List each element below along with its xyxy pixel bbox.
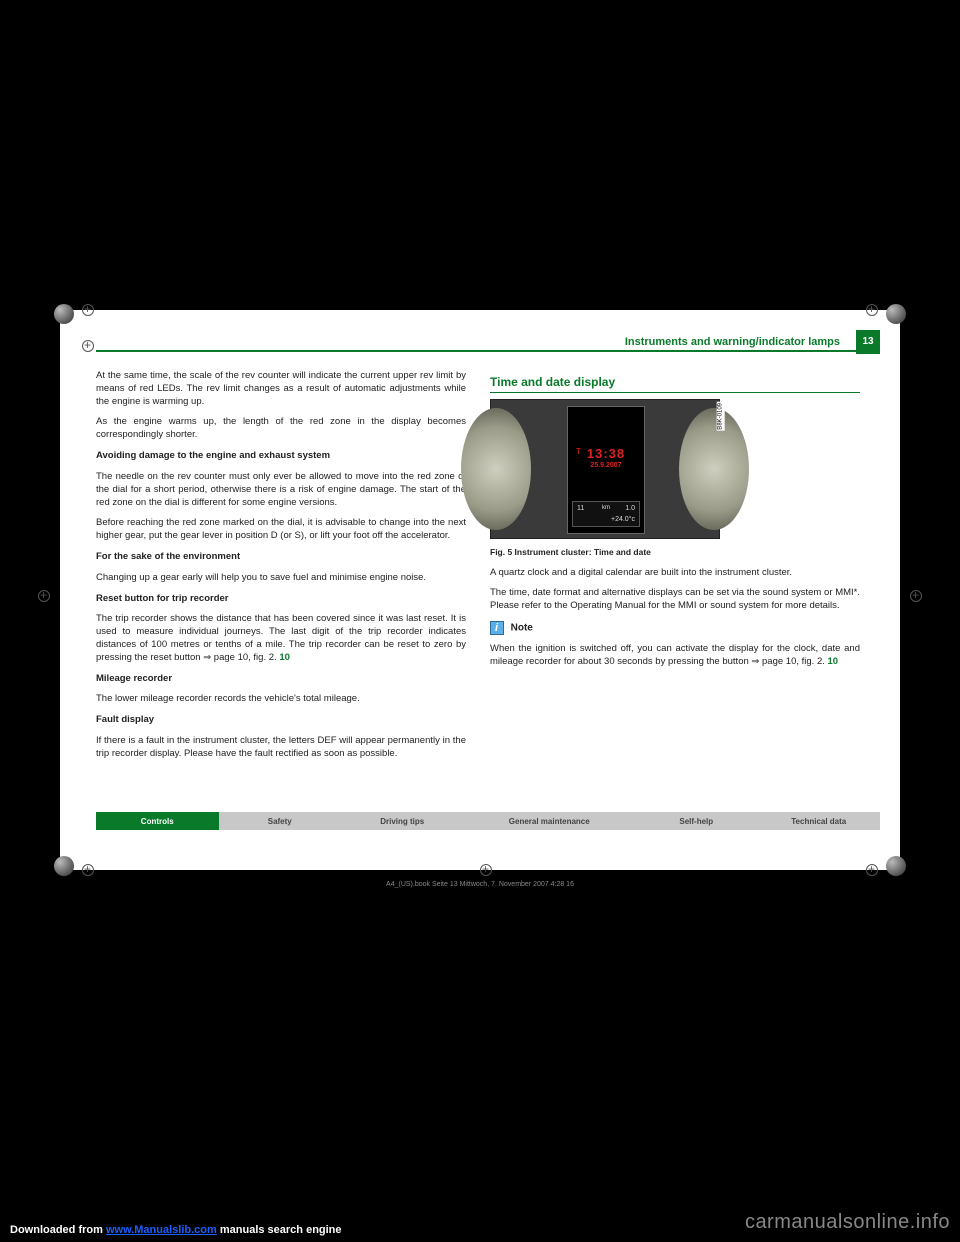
reg-dot-tl <box>54 304 74 324</box>
reg-mark <box>82 340 94 352</box>
tab-controls[interactable]: Controls <box>96 812 219 830</box>
tab-technical-data[interactable]: Technical data <box>758 812 881 830</box>
download-bar: Downloaded from www.Manualslib.com manua… <box>10 1224 342 1236</box>
info-icon <box>490 621 504 635</box>
watermark: carmanualsonline.info <box>745 1211 950 1234</box>
reset-button-title: Reset button for trip recorder <box>96 593 466 606</box>
reg-dot-bl <box>54 856 74 876</box>
paragraph: As the engine warms up, the length of th… <box>96 416 466 442</box>
bar-right: 1.0 <box>625 504 635 513</box>
reg-dot-br <box>886 856 906 876</box>
dashboard-figure: T 13:38 25.9.2007 11 km 1.0 +24.0°c B8K-… <box>490 399 720 539</box>
paragraph: If there is a fault in the instrument cl… <box>96 735 466 761</box>
note-label: Note <box>511 622 533 633</box>
tab-driving-tips[interactable]: Driving tips <box>341 812 464 830</box>
reg-mark <box>82 864 94 876</box>
mileage-title: Mileage recorder <box>96 673 466 686</box>
paragraph: The trip recorder shows the distance tha… <box>96 613 466 664</box>
paragraph: Before reaching the red zone marked on t… <box>96 517 466 543</box>
ref-arrow-icon: 10 <box>279 652 290 663</box>
instrument-screen: T 13:38 25.9.2007 11 km 1.0 +24.0°c <box>567 406 645 534</box>
gauge-right-icon <box>679 408 749 530</box>
note-title: Avoiding damage to the engine and exhaus… <box>96 450 466 463</box>
note-row: Note <box>490 621 860 635</box>
paragraph: The time, date format and alternative di… <box>490 587 860 613</box>
paragraph: Changing up a gear early will help you t… <box>96 572 466 585</box>
header-text: Instruments and warning/indicator lamps <box>625 336 840 348</box>
download-link[interactable]: www.Manualslib.com <box>106 1224 217 1236</box>
download-prefix: Downloaded from <box>10 1224 106 1236</box>
reg-mark <box>866 304 878 316</box>
section-heading: Time and date display <box>490 374 860 393</box>
figure-caption: Fig. 5 Instrument cluster: Time and date <box>490 547 860 558</box>
env-title: For the sake of the environment <box>96 551 466 564</box>
reg-mark-side <box>38 590 50 602</box>
paragraph: The lower mileage recorder records the v… <box>96 693 466 706</box>
gauge-left-icon <box>461 408 531 530</box>
image-code: B8K-0109 <box>717 402 725 431</box>
paragraph: A quartz clock and a digital calendar ar… <box>490 567 860 580</box>
download-suffix: manuals search engine <box>220 1224 342 1236</box>
clock-time: 13:38 <box>568 445 644 463</box>
reg-dot-tr <box>886 304 906 324</box>
clock-date: 25.9.2007 <box>568 461 644 470</box>
status-bar: 11 km 1.0 +24.0°c <box>572 501 640 527</box>
reg-mark <box>480 864 492 876</box>
paragraph: When the ignition is switched off, you c… <box>490 643 860 669</box>
right-column: Time and date display T 13:38 25.9.2007 … <box>490 370 860 677</box>
tab-general-maintenance[interactable]: General maintenance <box>464 812 636 830</box>
footer-nav: Controls Safety Driving tips General mai… <box>96 812 880 830</box>
paragraph: The needle on the rev counter must only … <box>96 471 466 509</box>
tab-self-help[interactable]: Self-help <box>635 812 758 830</box>
reg-mark <box>82 304 94 316</box>
bar-temp: +24.0°c <box>611 515 635 524</box>
left-column: At the same time, the scale of the rev c… <box>96 370 466 769</box>
reg-mark-side <box>910 590 922 602</box>
page-info: A4_(US).book Seite 13 Mittwoch, 7. Novem… <box>386 881 574 888</box>
manual-page: Instruments and warning/indicator lamps … <box>60 310 900 870</box>
section-title: Instruments and warning/indicator lamps <box>625 336 840 348</box>
tab-safety[interactable]: Safety <box>219 812 342 830</box>
paragraph: At the same time, the scale of the rev c… <box>96 370 466 408</box>
ref-arrow-icon: 10 <box>828 656 839 667</box>
fault-title: Fault display <box>96 714 466 727</box>
header-rule <box>96 350 880 352</box>
reg-mark <box>866 864 878 876</box>
